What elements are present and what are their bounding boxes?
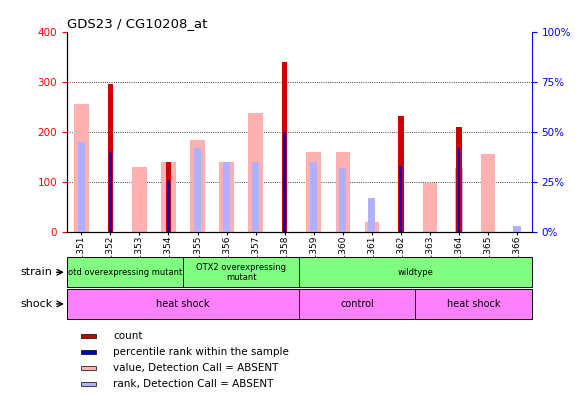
Bar — [67, 257, 183, 287]
Bar — [400, 166, 402, 232]
Bar — [481, 154, 495, 232]
Text: value, Detection Call = ABSENT: value, Detection Call = ABSENT — [113, 363, 279, 373]
Text: count: count — [113, 331, 143, 341]
Bar — [307, 152, 321, 232]
Text: heat shock: heat shock — [447, 299, 500, 309]
Text: strain: strain — [20, 267, 52, 277]
Text: OTX2 overexpressing
mutant: OTX2 overexpressing mutant — [196, 263, 286, 282]
Text: control: control — [340, 299, 374, 309]
Bar — [282, 62, 288, 232]
Bar — [415, 289, 532, 319]
Bar — [223, 162, 230, 232]
Bar — [336, 152, 350, 232]
Bar — [167, 180, 170, 232]
Text: wildtype: wildtype — [397, 268, 433, 277]
Bar — [78, 142, 85, 232]
Bar — [81, 382, 96, 386]
Bar — [339, 168, 346, 232]
Bar — [162, 162, 176, 232]
Bar — [191, 140, 205, 232]
Bar — [194, 148, 201, 232]
Text: percentile rank within the sample: percentile rank within the sample — [113, 347, 289, 357]
Bar — [81, 350, 96, 354]
Bar — [299, 257, 532, 287]
Bar — [67, 289, 299, 319]
Text: shock: shock — [20, 299, 52, 309]
Bar — [299, 289, 415, 319]
Bar — [368, 198, 375, 232]
Text: GDS23 / CG10208_at: GDS23 / CG10208_at — [67, 17, 207, 30]
Bar — [458, 148, 460, 232]
Bar — [399, 116, 403, 232]
Bar — [514, 226, 521, 232]
Text: rank, Detection Call = ABSENT: rank, Detection Call = ABSENT — [113, 379, 274, 389]
Bar — [108, 84, 113, 232]
Bar — [109, 152, 112, 232]
Bar — [132, 167, 147, 232]
Bar — [81, 334, 96, 338]
Bar — [456, 168, 462, 232]
Text: heat shock: heat shock — [156, 299, 210, 309]
Bar — [74, 104, 89, 232]
Bar — [310, 162, 317, 232]
Bar — [220, 162, 234, 232]
Bar — [365, 222, 379, 232]
Bar — [252, 162, 259, 232]
Bar — [249, 113, 263, 232]
Bar — [81, 366, 96, 370]
Bar — [284, 131, 286, 232]
Bar — [457, 127, 461, 232]
Bar — [423, 183, 437, 232]
Bar — [166, 162, 171, 232]
Bar — [183, 257, 299, 287]
Text: otd overexpressing mutant: otd overexpressing mutant — [68, 268, 182, 277]
